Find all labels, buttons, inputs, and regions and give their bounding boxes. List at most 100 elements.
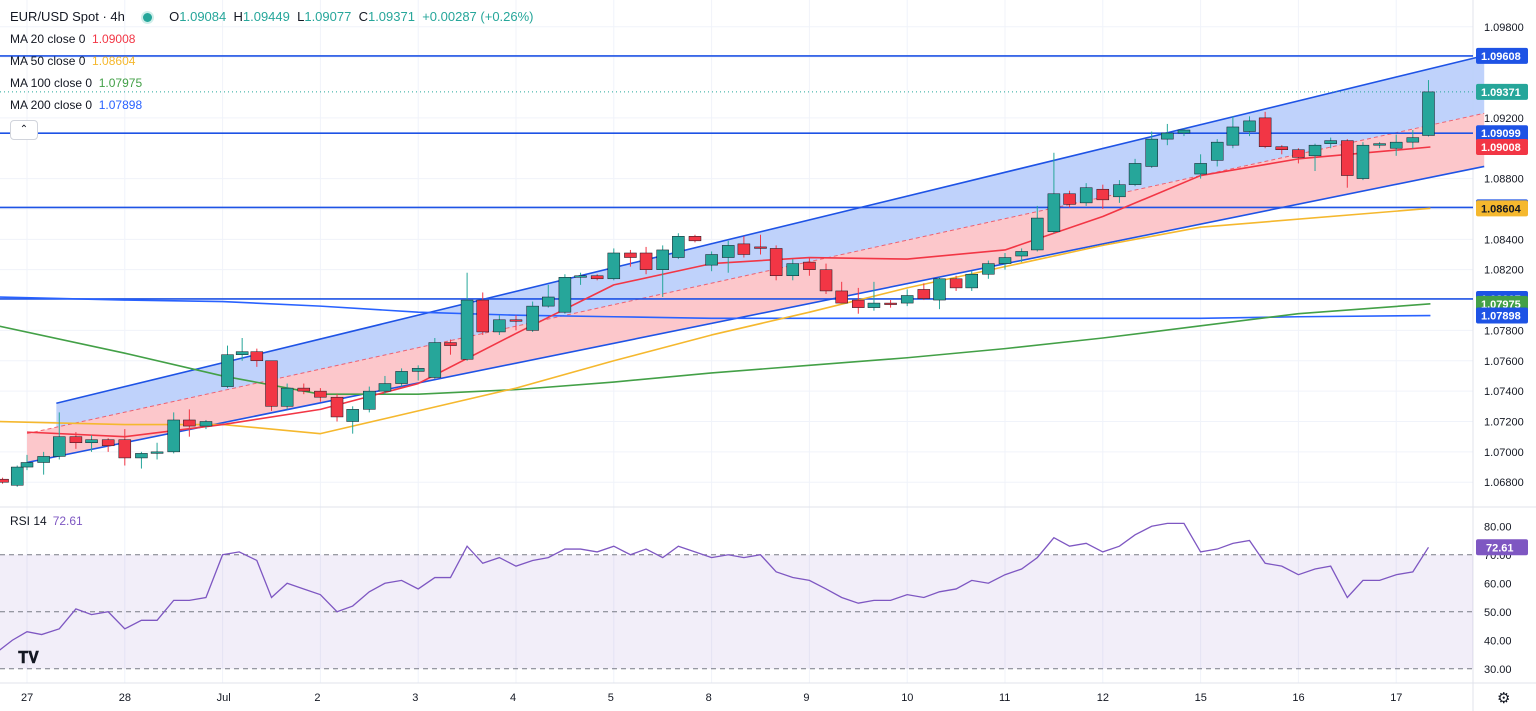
y-tick-label: 1.08400 [1484, 234, 1524, 246]
candle-body [1324, 140, 1337, 144]
price-tag [1476, 139, 1528, 156]
candle-body [101, 439, 115, 447]
candle-body [786, 263, 800, 277]
candle-body [884, 302, 897, 305]
candle-body [1145, 138, 1158, 167]
tradingview-logo-icon[interactable]: 𝐓𝐕 [18, 650, 39, 667]
candle-body [542, 296, 555, 307]
price-tag-label: 1.08604 [1481, 203, 1522, 215]
x-tick-label: 15 [1195, 692, 1207, 704]
candle-body [982, 263, 995, 275]
candle-body [221, 354, 234, 387]
candle-body [1113, 184, 1126, 198]
candle-body [867, 302, 881, 308]
candle-body [314, 390, 327, 398]
symbol-row: EUR/USD Spot · 4h O1.09084 H1.09449 L1.0… [10, 6, 534, 28]
candle-body [965, 273, 978, 289]
rsi-value-tag [1476, 539, 1528, 556]
candle-body [69, 436, 83, 444]
y-tick-label: 1.08800 [1484, 174, 1524, 186]
candle-body [639, 252, 653, 270]
candle-body [1079, 187, 1093, 204]
x-tick-label: 11 [999, 692, 1010, 704]
candle-body [1063, 193, 1076, 205]
candle-body [1275, 146, 1289, 150]
x-tick-label: 3 [412, 692, 418, 704]
candle-body [280, 387, 294, 407]
indicator-ma100[interactable]: MA 100 close 0 1.07975 [10, 72, 534, 94]
candle-body [721, 245, 735, 258]
close-value: 1.09371 [367, 9, 415, 24]
candle-body [1128, 163, 1142, 185]
ma50-line [0, 207, 1431, 435]
x-tick-label: 9 [803, 692, 809, 704]
indicator-ma200[interactable]: MA 200 close 0 1.07898 [10, 94, 534, 116]
price-tag [1476, 125, 1528, 142]
candle-body [1096, 188, 1110, 201]
candle-body [509, 319, 523, 322]
candle-body [688, 236, 702, 242]
candle-body [37, 456, 50, 463]
y-tick-label: 1.09200 [1484, 113, 1524, 125]
candle-body [835, 290, 848, 304]
candle-body [917, 289, 931, 299]
x-tick-label: 16 [1292, 692, 1304, 704]
candle-body [476, 299, 489, 333]
open-value: 1.09084 [179, 9, 227, 24]
candle-body [428, 342, 442, 378]
candle-body [1308, 144, 1322, 157]
channel-upper-line [56, 54, 1485, 405]
candle-body [0, 478, 9, 483]
price-tag [1476, 200, 1528, 217]
candle-body [769, 248, 783, 277]
y-tick-label: 1.09800 [1484, 22, 1524, 34]
ma200-line [0, 296, 1431, 320]
collapse-legend-button[interactable]: ⌃ [10, 120, 38, 140]
candle-body [933, 278, 946, 301]
price-tag [1476, 47, 1528, 64]
price-tag-label: 1.09008 [1481, 142, 1521, 154]
indicator-label: MA 200 close 0 [10, 98, 93, 112]
x-tick-label: 10 [901, 692, 913, 704]
ohlc-values: O1.09084 H1.09449 L1.09077 C1.09371 +0.0… [169, 9, 534, 24]
rsi-legend[interactable]: RSI 14 72.61 [10, 514, 83, 528]
candle-body [265, 360, 278, 407]
indicator-ma20[interactable]: MA 20 close 0 1.09008 [10, 28, 534, 50]
candle-body [1406, 137, 1420, 143]
candle-body [590, 275, 604, 280]
change-value: +0.00287 (+0.26%) [422, 9, 534, 24]
y-tick-label: 1.06800 [1484, 477, 1524, 489]
candle-body [1210, 141, 1224, 161]
candle-body [949, 278, 963, 289]
candle-body [199, 421, 213, 427]
rsi-line [0, 522, 1430, 651]
rsi-y-tick-label: 30.00 [1484, 664, 1512, 676]
x-tick-label: 28 [119, 692, 131, 704]
candle-body [20, 462, 34, 468]
y-tick-label: 1.07000 [1484, 447, 1524, 459]
candle-body [526, 305, 539, 331]
price-tag-label: 1.09608 [1481, 51, 1521, 63]
candle-body [346, 409, 359, 422]
gear-icon[interactable]: ⚙ [1497, 690, 1511, 707]
candle-body [235, 351, 249, 355]
indicator-value: 1.09008 [92, 32, 136, 46]
rsi-y-tick-label: 80.00 [1484, 521, 1512, 533]
candle-body [705, 254, 718, 266]
rsi-value-tag-label: 72.61 [1486, 542, 1514, 554]
high-value: 1.09449 [242, 9, 290, 24]
price-tag-label: 1.09099 [1481, 128, 1521, 140]
x-tick-label: Jul [217, 692, 231, 704]
candle-body [672, 236, 685, 258]
candle-body [395, 371, 408, 384]
x-tick-label: 17 [1390, 692, 1402, 704]
market-status-dot [142, 13, 152, 23]
indicator-label: MA 100 close 0 [10, 76, 93, 90]
indicator-ma50[interactable]: MA 50 close 0 1.08604 [10, 50, 534, 72]
candle-body [852, 299, 865, 308]
y-tick-label: 1.07400 [1484, 386, 1524, 398]
rsi-value: 72.61 [52, 514, 83, 528]
candle-body [460, 299, 474, 360]
candle-body [85, 439, 98, 444]
